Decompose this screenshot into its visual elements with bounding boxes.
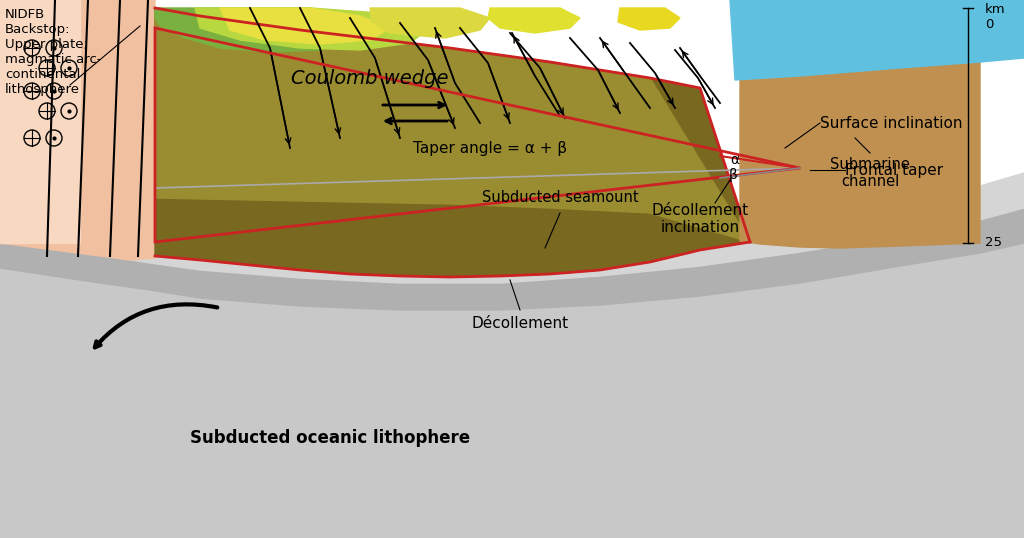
Polygon shape <box>155 8 750 277</box>
Polygon shape <box>155 8 750 242</box>
Polygon shape <box>735 0 1024 8</box>
Text: 0: 0 <box>985 18 993 31</box>
Polygon shape <box>0 173 1024 283</box>
Text: Taper angle = α + β: Taper angle = α + β <box>413 140 567 155</box>
Text: NIDFB
Backstop:
Upper plate;
magmatic arc-
continental
lithosphere: NIDFB Backstop: Upper plate; magmatic ar… <box>5 8 101 96</box>
Polygon shape <box>0 0 80 243</box>
Text: β: β <box>729 168 737 182</box>
Polygon shape <box>0 0 155 260</box>
Text: km: km <box>985 3 1006 16</box>
Text: Décollement
inclination: Décollement inclination <box>651 203 749 236</box>
Text: α: α <box>730 153 739 167</box>
Text: Submarine
channel: Submarine channel <box>830 157 910 189</box>
Polygon shape <box>740 8 980 248</box>
Text: Surface inclination: Surface inclination <box>820 116 963 131</box>
Polygon shape <box>730 0 1024 80</box>
Text: Coulomb wedge: Coulomb wedge <box>291 68 449 88</box>
Text: Frontal taper: Frontal taper <box>845 162 943 178</box>
Polygon shape <box>195 8 430 50</box>
Polygon shape <box>618 8 680 30</box>
Text: Subducted seamount: Subducted seamount <box>481 190 638 206</box>
Polygon shape <box>488 8 580 33</box>
Text: Subducted oceanic lithophere: Subducted oceanic lithophere <box>189 429 470 447</box>
Polygon shape <box>155 8 370 52</box>
Polygon shape <box>0 243 1024 538</box>
Polygon shape <box>220 8 390 44</box>
Text: 25: 25 <box>985 237 1002 250</box>
Polygon shape <box>0 208 1024 310</box>
Polygon shape <box>370 8 490 38</box>
Text: Décollement: Décollement <box>471 315 568 330</box>
